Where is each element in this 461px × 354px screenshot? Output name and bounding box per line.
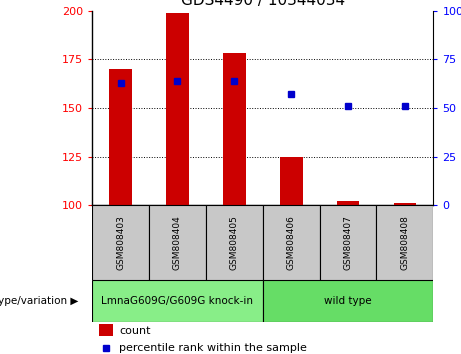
Text: count: count	[119, 326, 151, 336]
Text: GSM808405: GSM808405	[230, 215, 239, 270]
Bar	[92, 205, 149, 280]
Bar	[263, 280, 433, 322]
Text: GSM808403: GSM808403	[116, 215, 125, 270]
Bar	[166, 12, 189, 205]
Text: LmnaG609G/G609G knock-in: LmnaG609G/G609G knock-in	[101, 296, 254, 306]
Bar	[377, 205, 433, 280]
Title: GDS4490 / 10344034: GDS4490 / 10344034	[181, 0, 345, 8]
Bar	[206, 205, 263, 280]
Bar	[92, 280, 263, 322]
Bar	[223, 53, 246, 205]
Text: GSM808407: GSM808407	[343, 215, 353, 270]
Text: genotype/variation ▶: genotype/variation ▶	[0, 296, 78, 306]
Bar	[319, 205, 377, 280]
Text: GSM808406: GSM808406	[287, 215, 296, 270]
Text: wild type: wild type	[324, 296, 372, 306]
Text: GSM808408: GSM808408	[401, 215, 409, 270]
Bar	[337, 201, 360, 205]
Text: percentile rank within the sample: percentile rank within the sample	[119, 343, 307, 353]
Bar	[149, 205, 206, 280]
Bar	[263, 205, 319, 280]
Bar	[394, 203, 416, 205]
Bar	[280, 156, 302, 205]
Bar	[109, 69, 132, 205]
Text: GSM808404: GSM808404	[173, 215, 182, 270]
Bar	[99, 324, 112, 336]
